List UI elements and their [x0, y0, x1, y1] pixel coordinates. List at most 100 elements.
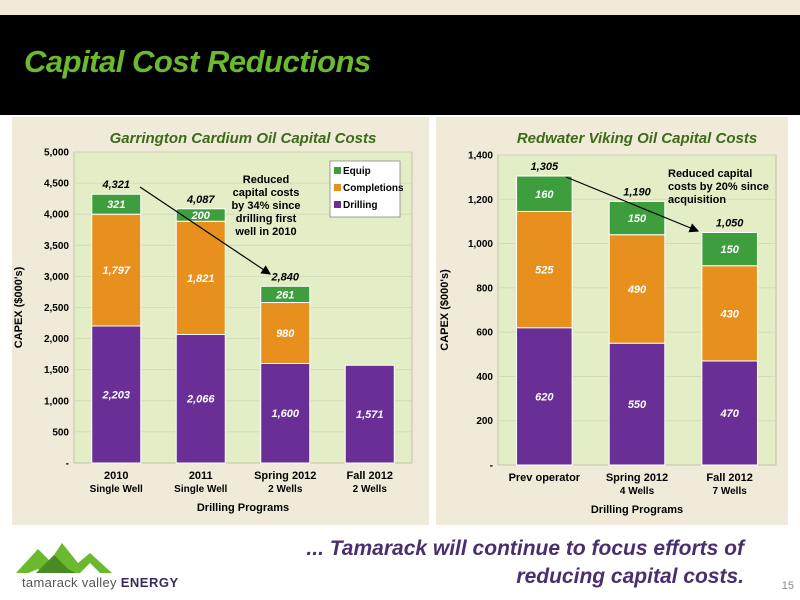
redwater-ytick-label: 200: [476, 416, 493, 427]
top-band: [0, 0, 800, 15]
garrington-legend-swatch: [334, 184, 341, 191]
garrington-total-label: 4,087: [186, 194, 215, 206]
garrington-bar-completions: [175, 220, 226, 335]
garrington-ytick-label: 3,500: [44, 241, 69, 252]
redwater-xtick-label: Spring 2012: [606, 472, 668, 484]
garrington-ytick-label: 2,000: [44, 334, 69, 345]
page-number: 15: [781, 580, 794, 592]
garrington-xtick-label: Fall 2012: [347, 470, 393, 482]
redwater-bar-completions: [608, 234, 666, 344]
redwater-xlabel: Drilling Programs: [591, 504, 683, 516]
garrington-bar-completions: [260, 302, 311, 364]
garrington-legend-swatch: [334, 167, 341, 174]
garrington-bar-equip: [175, 208, 226, 222]
garrington-annotation: Reduced capital costs by 34% since drilling…: [231, 174, 300, 238]
garrington-chart: Garrington Cardium Oil Capital Costs - 500…: [13, 130, 413, 514]
redwater-ytick-label: 1,400: [468, 151, 493, 162]
garrington-trend-arrow: [139, 186, 271, 275]
footer-message: ... Tamarack will continue to focus effo…: [306, 535, 744, 591]
redwater-chart: Redwater Viking Oil Capital Costs - 200 400…: [439, 130, 777, 516]
redwater-value-label: 525: [535, 265, 554, 277]
garrington-xtick-sublabel: Single Well: [90, 484, 143, 495]
garrington-value-label: 2,203: [101, 389, 130, 401]
redwater-value-label: 550: [628, 399, 647, 411]
garrington-title: Garrington Cardium Oil Capital Costs: [110, 130, 377, 147]
garrington-bar-equip: [260, 285, 311, 304]
garrington-bar-drilling: [91, 325, 142, 464]
garrington-ytick-label: 4,000: [44, 210, 69, 221]
company-logo-text: tamarack valley ENERGY: [22, 575, 179, 590]
redwater-xtick-label: Fall 2012: [706, 472, 752, 484]
garrington-bar-drilling: [344, 364, 395, 464]
garrington-value-label: 1,821: [187, 273, 215, 285]
garrington-total-label: 4,321: [101, 179, 130, 191]
redwater-bar-completions: [701, 265, 758, 362]
redwater-bar-drilling: [701, 360, 758, 466]
redwater-total-label: 1,190: [623, 187, 651, 199]
redwater-bar-equip: [701, 232, 758, 267]
redwater-ytick-label: 800: [476, 283, 493, 294]
redwater-value-label: 160: [535, 189, 554, 201]
garrington-value-label: 321: [107, 199, 125, 211]
redwater-ytick-label: 600: [476, 328, 493, 339]
redwater-ytick-label: 400: [476, 372, 493, 383]
garrington-value-label: 261: [275, 289, 294, 301]
redwater-total-label: 1,050: [716, 218, 744, 230]
redwater-total-label: 1,305: [531, 161, 559, 173]
garrington-ylabel: CAPEX ($000's): [13, 266, 25, 348]
mountain-logo-icon: [16, 543, 112, 573]
redwater-xtick-label: Prev operator: [509, 472, 581, 484]
redwater-xtick-sublabel: 7 Wells: [713, 486, 748, 497]
garrington-legend-label: Equip: [343, 166, 371, 177]
garrington-ytick-label: 4,500: [44, 179, 69, 190]
redwater-annotation: Reduced capital costs by 20% since acquisi…: [668, 168, 769, 206]
redwater-xtick-sublabel: 4 Wells: [620, 486, 655, 497]
garrington-value-label: 1,797: [102, 265, 130, 277]
logo-text-bold: ENERGY: [120, 575, 179, 590]
garrington-legend-box: [329, 160, 401, 218]
garrington-ytick-label: 2,500: [44, 303, 69, 314]
garrington-xtick-label: 2011: [189, 470, 213, 482]
redwater-ytick-label: 1,200: [468, 195, 493, 206]
garrington-value-label: 980: [276, 328, 295, 340]
header-bar: [0, 15, 800, 115]
garrington-ytick-label: 5,000: [44, 148, 69, 159]
garrington-ytick-label: 500: [52, 427, 69, 438]
garrington-value-label: 2,066: [186, 394, 215, 406]
redwater-value-label: 470: [719, 408, 739, 420]
garrington-xtick-sublabel: Single Well: [174, 484, 227, 495]
garrington-ytick-label: -: [66, 459, 69, 470]
redwater-ytick-label: 1,000: [468, 239, 493, 250]
garrington-chart-panel: Garrington Cardium Oil Capital Costs - 500…: [12, 117, 429, 525]
garrington-bar-drilling: [175, 333, 226, 464]
redwater-value-label: 620: [535, 391, 554, 403]
redwater-ylabel: CAPEX ($000's): [439, 269, 451, 351]
slide-title: Capital Cost Reductions: [24, 44, 371, 79]
garrington-ytick-label: 1,000: [44, 396, 69, 407]
redwater-bar-completions: [516, 210, 573, 329]
garrington-xtick-sublabel: 2 Wells: [353, 484, 388, 495]
redwater-bar-equip: [516, 175, 573, 212]
garrington-xlabel: Drilling Programs: [197, 502, 289, 514]
garrington-ytick-label: 1,500: [44, 365, 69, 376]
garrington-legend-label: Drilling: [343, 200, 377, 211]
footer-line-1: ... Tamarack will continue to focus effo…: [306, 537, 744, 560]
redwater-title: Redwater Viking Oil Capital Costs: [517, 130, 757, 147]
garrington-value-label: 1,600: [271, 408, 299, 420]
redwater-bar-drilling: [608, 342, 666, 466]
redwater-value-label: 150: [628, 213, 647, 225]
garrington-bar-completions: [91, 213, 142, 327]
garrington-total-label: 2,840: [270, 271, 299, 283]
garrington-xtick-sublabel: 2 Wells: [268, 484, 303, 495]
redwater-value-label: 150: [720, 244, 739, 256]
garrington-xtick-label: 2010: [104, 470, 128, 482]
garrington-xtick-label: Spring 2012: [254, 470, 316, 482]
redwater-bar-equip: [608, 201, 666, 236]
redwater-chart-panel: Redwater Viking Oil Capital Costs - 200 400…: [436, 117, 788, 525]
garrington-bar-drilling: [260, 362, 311, 464]
redwater-trend-arrow: [565, 176, 700, 233]
garrington-value-label: 1,571: [356, 409, 384, 421]
redwater-value-label: 430: [719, 308, 739, 320]
garrington-value-label: 200: [191, 210, 211, 222]
redwater-value-label: 490: [627, 284, 647, 296]
